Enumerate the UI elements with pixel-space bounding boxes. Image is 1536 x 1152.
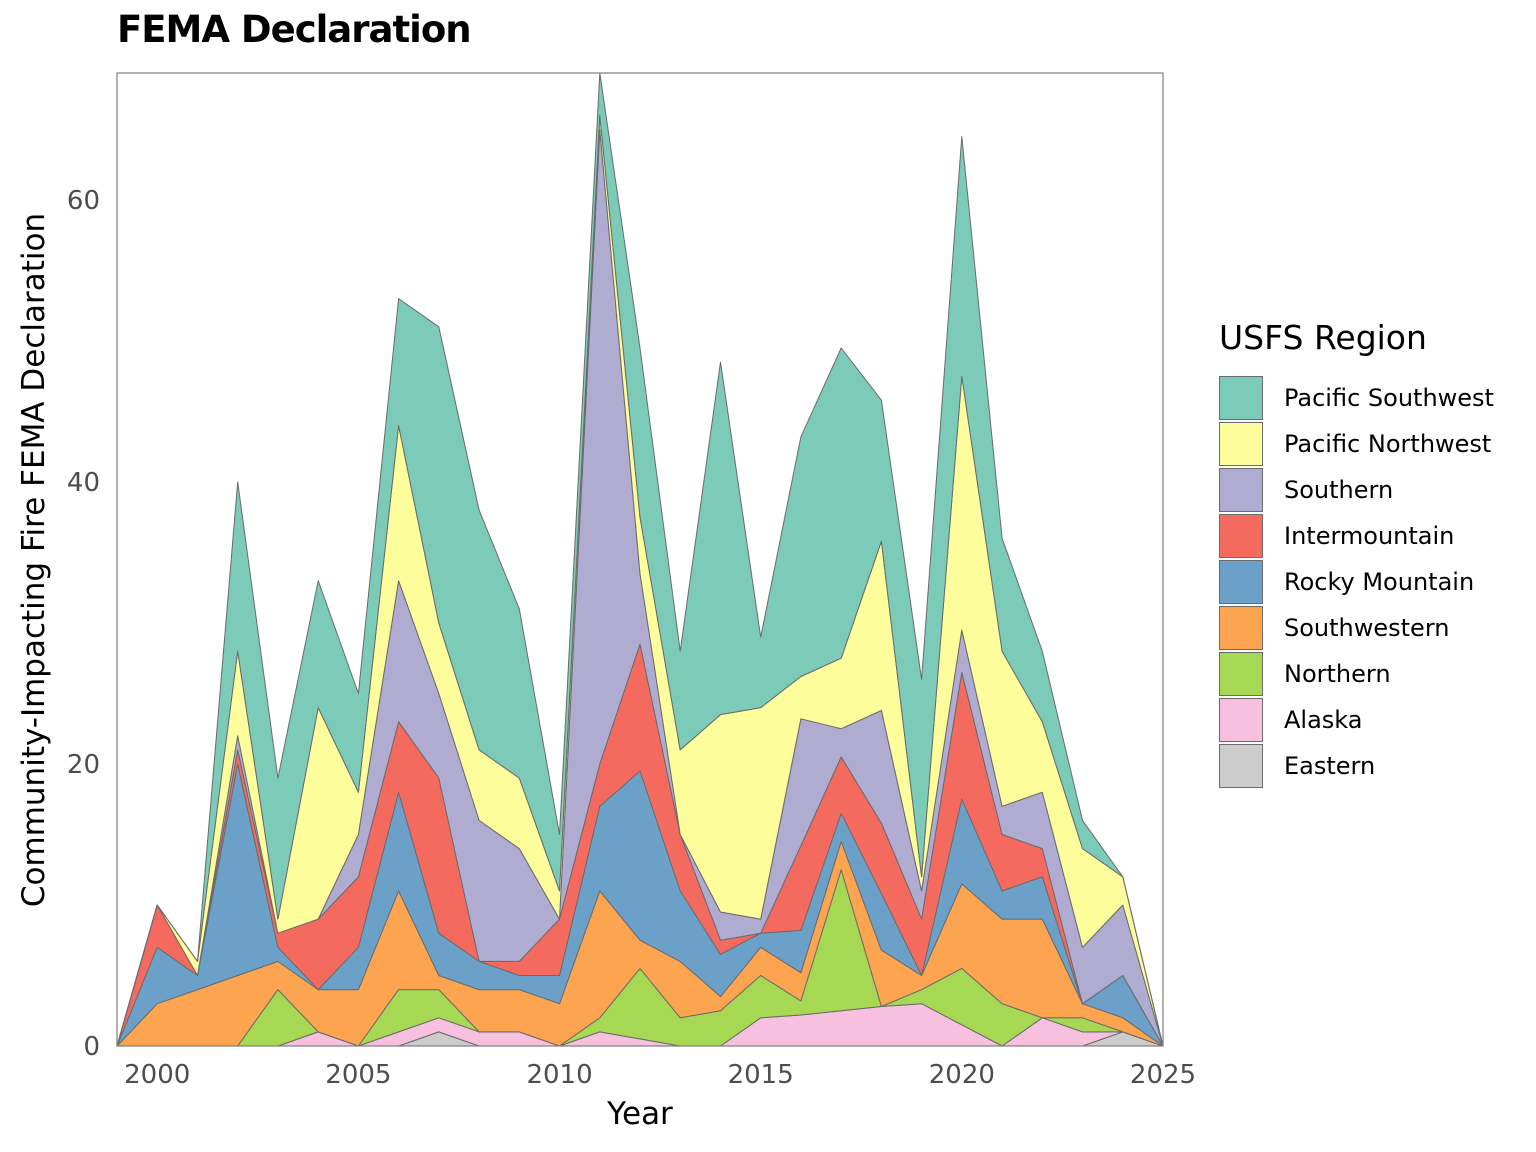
legend-item-southwestern: Southwestern (1219, 605, 1494, 651)
legend-item-southern: Southern (1219, 467, 1494, 513)
legend-label: Southern (1284, 476, 1394, 504)
x-axis-title: Year (606, 1096, 673, 1132)
legend-key (1219, 422, 1263, 466)
legend-label: Northern (1284, 660, 1391, 688)
legend-key (1219, 560, 1263, 604)
legend-items: Pacific Southwest Pacific Northwest Southe… (1219, 375, 1494, 789)
legend-key (1219, 514, 1263, 558)
y-tick-label: 20 (67, 750, 100, 780)
x-tick-label: 2000 (124, 1060, 190, 1090)
legend-item-alaska: Alaska (1219, 697, 1494, 743)
legend-key (1219, 376, 1263, 420)
y-tick-label: 0 (83, 1032, 100, 1062)
x-tick-label: 2025 (1130, 1060, 1196, 1090)
y-tick-label: 40 (67, 468, 100, 498)
x-tick-label: 2020 (929, 1060, 995, 1090)
legend-label: Pacific Northwest (1284, 430, 1492, 458)
legend-item-intermountain: Intermountain (1219, 513, 1494, 559)
legend-item-pacific-northwest: Pacific Northwest (1219, 421, 1494, 467)
legend-key (1219, 468, 1263, 512)
legend-label: Rocky Mountain (1284, 568, 1475, 596)
legend-item-eastern: Eastern (1219, 743, 1494, 789)
chart-title: FEMA Declaration (117, 8, 472, 51)
legend: USFS Region Pacific Southwest Pacific Nor… (1219, 318, 1494, 789)
legend-title: USFS Region (1219, 318, 1427, 357)
x-axis: 2000 2005 2010 2015 2020 2025 (124, 1060, 1196, 1090)
legend-label: Eastern (1284, 752, 1376, 780)
y-tick-label: 60 (67, 186, 100, 216)
legend-key (1219, 744, 1263, 788)
y-axis-title: Community-Impacting Fire FEMA Declaratio… (16, 213, 52, 907)
x-tick-label: 2005 (325, 1060, 391, 1090)
legend-label: Intermountain (1284, 522, 1455, 550)
stacked-areas (116, 72, 1164, 1047)
legend-key (1219, 606, 1263, 650)
legend-label: Southwestern (1284, 614, 1450, 642)
panel-border (116, 72, 1164, 1047)
legend-label: Alaska (1284, 706, 1363, 734)
x-tick-label: 2010 (526, 1060, 592, 1090)
legend-item-northern: Northern (1219, 651, 1494, 697)
legend-item-pacific-southwest: Pacific Southwest (1219, 375, 1494, 421)
legend-item-rocky-mountain: Rocky Mountain (1219, 559, 1494, 605)
y-axis: 0 20 40 60 (67, 186, 100, 1062)
x-tick-label: 2015 (728, 1060, 794, 1090)
legend-key (1219, 698, 1263, 742)
legend-label: Pacific Southwest (1284, 384, 1494, 412)
legend-key (1219, 652, 1263, 696)
